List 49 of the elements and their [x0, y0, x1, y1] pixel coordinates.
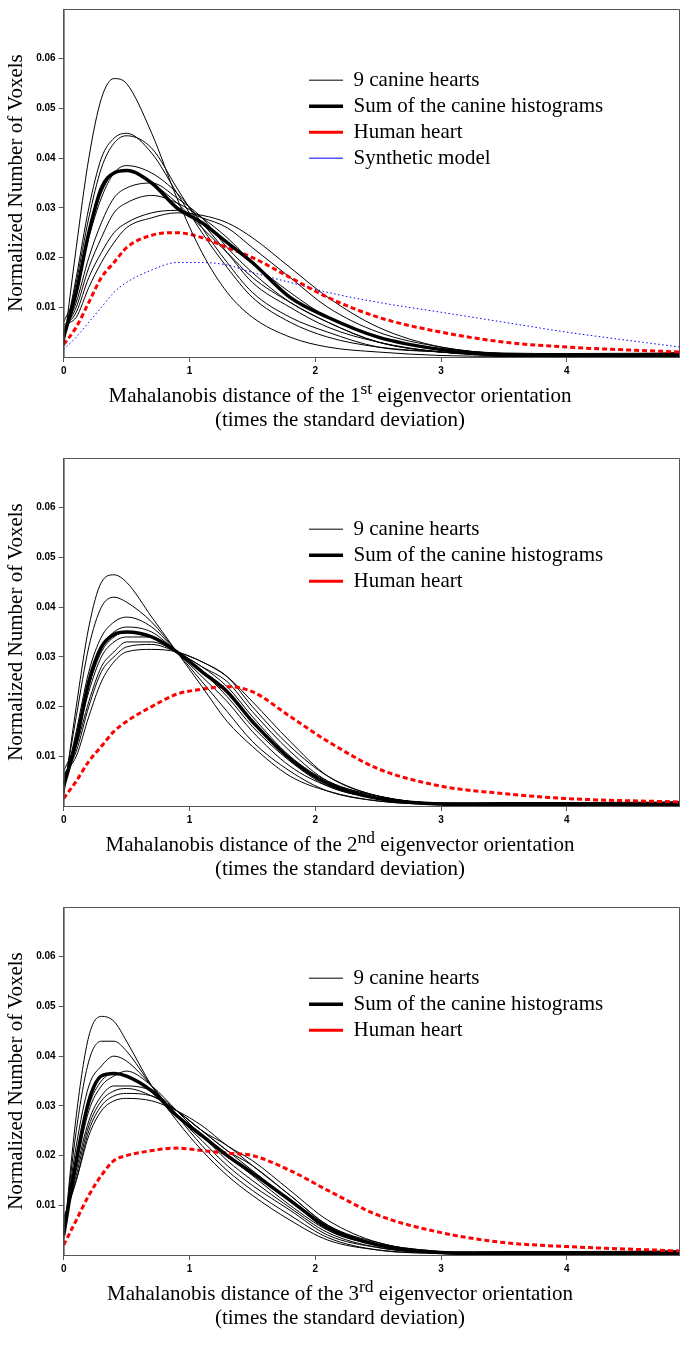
x-tick-label: 4: [564, 1262, 571, 1274]
y-tick-label: 0.03: [36, 1099, 57, 1111]
legend-label: Sum of the canine histograms: [353, 541, 604, 566]
x-tick-label: 0: [60, 813, 67, 825]
y-tick-label: 0.04: [36, 1049, 57, 1061]
y-tick-label: 0.01: [36, 750, 57, 762]
y-tick-label: 0.06: [36, 52, 57, 64]
y-tick-label: 0.06: [36, 501, 57, 513]
x-tick-label: 3: [438, 813, 445, 825]
x-tick-label: 3: [438, 364, 445, 376]
legend-label: Synthetic model: [353, 144, 491, 169]
y-tick-label: 0.06: [36, 950, 57, 962]
x-tick-label: 2: [312, 364, 319, 376]
legend-label: Human heart: [353, 567, 463, 592]
x-tick-label: 4: [564, 813, 571, 825]
x-tick-label: 1: [186, 813, 193, 825]
y-tick-label: 0.05: [36, 1000, 57, 1012]
x-tick-label: 4: [564, 364, 571, 376]
x-axis-title: Mahalanobis distance of the 3$^{rd}$ eigenvector orientation (times the standard deviation): [106, 1275, 574, 1329]
x-axis-title: Mahalanobis distance of the 1$^{st}$ eigenvector orientation (times the standard deviation): [107, 377, 573, 431]
x-tick-label: 0: [60, 364, 67, 376]
y-axis-title: Normalized Number of Voxels: [3, 503, 28, 761]
y-tick-label: 0.04: [36, 151, 57, 163]
x-tick-label: 0: [60, 1262, 67, 1274]
x-tick-label: 1: [186, 1262, 193, 1274]
y-tick-label: 0.05: [36, 551, 57, 563]
y-axis-title: Normalized Number of Voxels: [3, 54, 28, 312]
y-tick-label: 0.04: [36, 600, 57, 612]
y-tick-label: 0.02: [36, 700, 57, 712]
legend-label: Sum of the canine histograms: [353, 990, 604, 1015]
y-tick-label: 0.02: [36, 251, 57, 263]
y-tick-label: 0.02: [36, 1149, 57, 1161]
legend-label: Human heart: [353, 1016, 463, 1041]
x-tick-label: 1: [186, 364, 193, 376]
y-tick-label: 0.03: [36, 650, 57, 662]
x-tick-label: 3: [438, 1262, 445, 1274]
y-tick-label: 0.01: [36, 301, 57, 313]
y-tick-label: 0.05: [36, 102, 57, 114]
x-axis-title: Mahalanobis distance of the 2$^{nd}$ eigenvector orientation (times the standard deviation): [104, 826, 576, 880]
legend-label: 9 canine hearts: [353, 66, 480, 91]
legend-label: Sum of the canine histograms: [353, 92, 604, 117]
y-tick-label: 0.01: [36, 1199, 57, 1211]
legend-label: 9 canine hearts: [353, 964, 480, 989]
legend-label: 9 canine hearts: [353, 515, 480, 540]
x-tick-label: 2: [312, 1262, 319, 1274]
y-tick-label: 0.03: [36, 201, 57, 213]
y-axis-title: Normalized Number of Voxels: [3, 952, 28, 1210]
x-tick-label: 2: [312, 813, 319, 825]
legend-label: Human heart: [353, 118, 463, 143]
